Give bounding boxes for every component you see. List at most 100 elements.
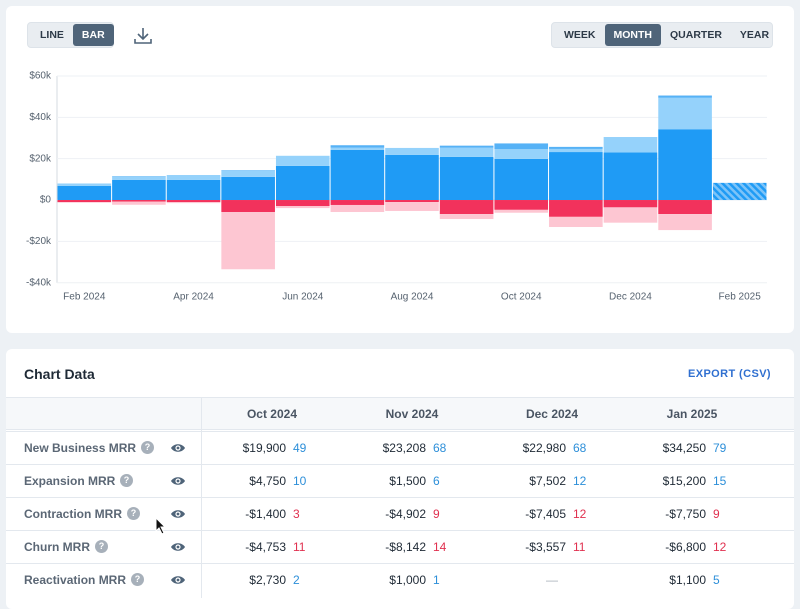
y-tick-label: $40k [29, 112, 52, 123]
cell-amount: $1,100 [669, 573, 706, 587]
bar-segment [658, 97, 712, 130]
x-tick-label: Dec 2024 [609, 292, 652, 303]
bar-segment [385, 147, 439, 155]
bar-segment [439, 214, 494, 220]
x-tick-label: Aug 2024 [391, 292, 434, 303]
bar-segment [221, 212, 275, 270]
cell-amount: $34,250 [662, 441, 706, 455]
bar-segment [549, 148, 603, 153]
column-header: Nov 2024 [385, 407, 439, 421]
cell-amount: $22,980 [522, 441, 566, 455]
help-icon: ? [141, 441, 154, 454]
bar-segment [166, 202, 221, 204]
bar-segment [494, 200, 549, 210]
bar-segment [494, 158, 549, 201]
bar-segment [221, 170, 275, 171]
bar-segment [275, 165, 330, 201]
bar-segment [439, 156, 494, 201]
bar-segment [494, 209, 549, 213]
cursor [155, 517, 167, 535]
help-icon: ? [95, 540, 108, 553]
bar-segment [658, 95, 712, 98]
bar-segment [603, 200, 658, 208]
cell-count: 1 [433, 573, 440, 587]
bar-segment [712, 182, 767, 201]
bar-segment [494, 143, 549, 150]
bar-segment [112, 200, 166, 202]
download-icon[interactable] [132, 25, 154, 47]
cell-count: 3 [293, 507, 300, 521]
visibility-toggle[interactable] [170, 507, 186, 521]
row-label: New Business MRR [24, 441, 137, 455]
help-icon: ? [127, 507, 140, 520]
bar-segment [549, 152, 603, 201]
period-button[interactable]: YEAR [739, 29, 770, 41]
visibility-toggle[interactable] [170, 540, 186, 554]
cell-amount: -$7,750 [665, 507, 706, 521]
table-row: New Business MRR? $19,900 49 $23,208 68 $22,9… [6, 431, 794, 464]
cell-amount: $1,500 [389, 474, 426, 488]
cell-amount: -$1,400 [245, 507, 286, 521]
y-tick-label: $0 [40, 195, 52, 206]
row-label: Churn MRR [24, 540, 90, 554]
bar-segment [330, 204, 385, 213]
x-tick-label: Feb 2025 [719, 292, 762, 303]
period-button[interactable]: MONTH [604, 24, 661, 46]
table-header: Oct 2024 Nov 2024 Dec 2024 Jan 2025 [6, 397, 794, 598]
visibility-toggle[interactable] [170, 573, 186, 587]
cell-amount: $7,502 [529, 474, 566, 488]
visibility-toggle[interactable] [170, 474, 186, 488]
bar-segment [57, 185, 112, 201]
bar-segment [166, 200, 221, 203]
cell-count: 11 [573, 540, 586, 554]
bar-segment [330, 147, 385, 150]
cell-count: 12 [573, 507, 587, 521]
bar-segment [221, 200, 275, 213]
export-link[interactable]: EXPORT (CSV) [687, 368, 771, 380]
row-label: Contraction MRR [24, 507, 122, 521]
cell-amount: $4,750 [249, 474, 286, 488]
chart-type-button[interactable]: LINE [40, 29, 64, 41]
cell-count: 12 [713, 540, 727, 554]
table-row: Contraction MRR? -$1,400 3 -$4,902 9 -$7,405 1… [6, 497, 794, 530]
column-header: Jan 2025 [666, 407, 718, 421]
chart-type-button[interactable]: BAR [72, 24, 114, 46]
bar-segment [603, 152, 658, 201]
bar-segment [166, 179, 221, 201]
period-button[interactable]: QUARTER [670, 29, 722, 41]
bar-segment [658, 200, 712, 215]
table-row: Expansion MRR? $4,750 10 $1,500 6 $7,502 12 $15… [6, 464, 794, 497]
y-tick-label: $60k [29, 71, 52, 82]
cell-amount: -$3,557 [525, 540, 566, 554]
bar-segment [57, 200, 112, 203]
bar-segment [275, 206, 330, 209]
cell-count: 9 [713, 507, 720, 521]
table-row: Churn MRR? -$4,753 11 -$8,142 14 -$3,557 11 -$6… [6, 530, 794, 563]
cell-amount: $19,900 [242, 441, 286, 455]
bar-segment [549, 146, 603, 149]
bar-segment [385, 202, 439, 211]
visibility-toggle[interactable] [170, 441, 186, 455]
chart: -$40k -$20k $0 $20k $40k $60k Feb 2024 Apr 2024… [26, 71, 767, 303]
bar-segment [112, 179, 166, 201]
bar-segment [330, 145, 385, 148]
y-tick-label: -$20k [26, 236, 52, 247]
x-tick-label: Feb 2024 [63, 292, 106, 303]
bar-segment [275, 155, 330, 166]
cell-amount: $2,730 [249, 573, 286, 587]
period-button[interactable]: WEEK [564, 29, 596, 41]
cell-count: 5 [713, 573, 720, 587]
chart-type-toggle: LINE BAR [27, 22, 114, 48]
cell-count: 68 [573, 441, 587, 455]
bar-segment [494, 149, 549, 159]
cell-count: 12 [573, 474, 587, 488]
bar-segment [112, 176, 166, 180]
bar-segment [549, 216, 603, 227]
row-label: Reactivation MRR [24, 573, 127, 587]
cell-count: 9 [433, 507, 440, 521]
help-icon: ? [120, 474, 133, 487]
x-tick-label: Jun 2024 [282, 292, 324, 303]
table-row: Reactivation MRR? $2,730 2 $1,000 1 — $1,100 5 [6, 563, 794, 596]
cell-count: 49 [293, 441, 307, 455]
